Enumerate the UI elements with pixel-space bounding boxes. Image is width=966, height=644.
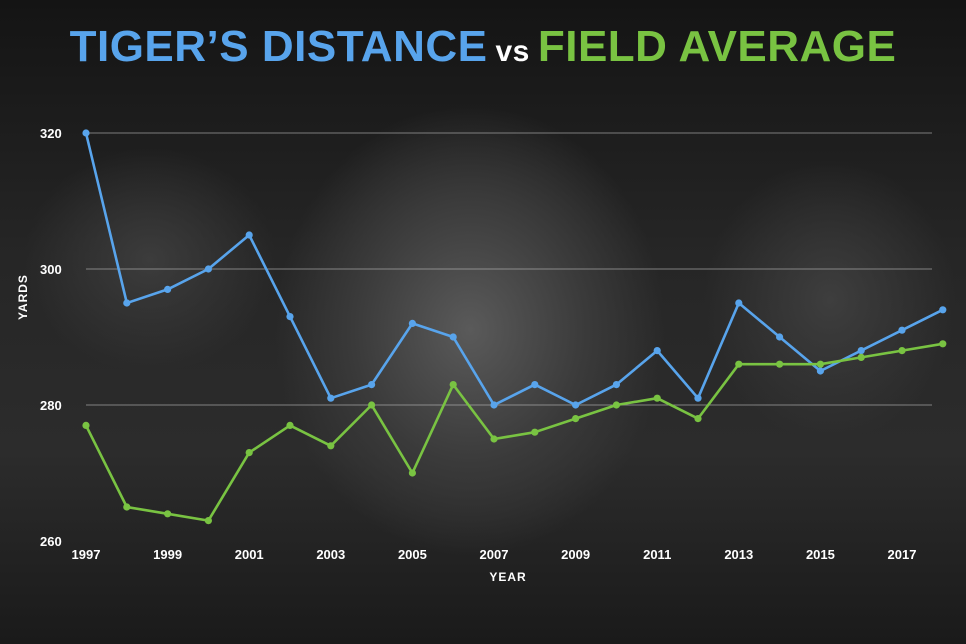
data-point-field: [572, 415, 580, 423]
data-point-tiger: [449, 333, 457, 341]
data-point-tiger: [490, 401, 498, 409]
data-point-tiger: [245, 231, 253, 239]
x-tick-label: 2017: [888, 547, 917, 562]
data-point-tiger: [572, 401, 580, 409]
x-tick-label: 1999: [153, 547, 182, 562]
data-point-field: [164, 510, 172, 518]
data-point-field: [816, 360, 825, 368]
x-tick-label: 1997: [72, 547, 101, 562]
data-point-tiger: [939, 306, 947, 314]
data-point-tiger: [653, 347, 661, 355]
x-tick-label: 2013: [724, 547, 753, 562]
y-tick-label: 280: [40, 398, 62, 413]
data-point-field: [245, 449, 253, 457]
data-point-field: [694, 415, 702, 423]
data-point-tiger: [286, 313, 294, 321]
data-point-tiger: [612, 381, 621, 389]
data-point-field: [531, 428, 539, 436]
data-point-tiger: [816, 367, 825, 375]
x-tick-label: 2003: [316, 547, 345, 562]
x-tick-label: 2005: [398, 547, 427, 562]
data-point-field: [776, 360, 784, 368]
x-tick-label: 2011: [643, 547, 671, 562]
data-point-field: [327, 442, 335, 450]
data-point-tiger: [898, 326, 906, 334]
data-point-field: [857, 353, 865, 361]
data-point-field: [735, 360, 743, 368]
data-point-field: [612, 401, 621, 409]
data-point-tiger: [857, 347, 865, 355]
data-point-tiger: [408, 319, 416, 327]
y-tick-label: 300: [40, 262, 62, 277]
data-point-tiger: [694, 394, 702, 402]
title-vs: vs: [495, 35, 530, 68]
data-point-tiger: [123, 299, 131, 307]
title-tiger-distance: TIGER’S DISTANCE: [69, 22, 488, 71]
data-point-field: [368, 401, 376, 409]
data-point-tiger: [82, 129, 90, 137]
series-line-tiger: [84, 131, 945, 407]
data-point-field: [449, 381, 457, 389]
data-point-field: [286, 421, 294, 429]
title-field-average: FIELD AVERAGE: [537, 22, 897, 71]
series-line-field: [84, 342, 945, 522]
y-tick-label: 320: [40, 126, 62, 141]
x-tick-label: 2007: [480, 547, 509, 562]
x-tick-label: 2015: [806, 547, 835, 562]
data-point-field: [82, 421, 90, 429]
x-axis-label: YEAR: [489, 570, 526, 584]
data-point-tiger: [776, 333, 784, 341]
data-point-field: [123, 503, 131, 511]
data-point-tiger: [531, 381, 539, 389]
data-point-field: [653, 394, 661, 402]
data-point-field: [490, 435, 498, 443]
x-tick-label: 2001: [235, 547, 264, 562]
chart-title: TIGER’S DISTANCE vs FIELD AVERAGE: [0, 22, 966, 72]
data-point-field: [408, 469, 416, 477]
x-tick-label: 2009: [561, 547, 590, 562]
data-point-field: [204, 517, 212, 525]
y-tick-label: 260: [40, 534, 62, 549]
y-axis-label: YARDS: [16, 274, 30, 320]
data-point-field: [939, 340, 947, 348]
data-point-field: [898, 347, 906, 355]
data-point-tiger: [368, 381, 376, 389]
data-point-tiger: [735, 299, 743, 307]
data-point-tiger: [204, 265, 212, 273]
data-point-tiger: [327, 394, 335, 402]
data-point-tiger: [164, 285, 172, 293]
